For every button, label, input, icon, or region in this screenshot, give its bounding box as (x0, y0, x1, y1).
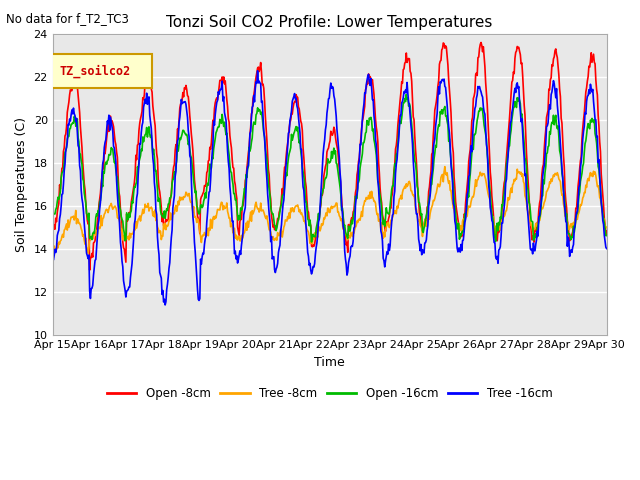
Text: No data for f_T2_TC3: No data for f_T2_TC3 (6, 12, 129, 25)
FancyBboxPatch shape (50, 54, 152, 88)
Text: TZ_soilco2: TZ_soilco2 (60, 64, 131, 78)
Y-axis label: Soil Temperatures (C): Soil Temperatures (C) (15, 117, 28, 252)
X-axis label: Time: Time (314, 356, 345, 369)
Legend: Open -8cm, Tree -8cm, Open -16cm, Tree -16cm: Open -8cm, Tree -8cm, Open -16cm, Tree -… (102, 382, 557, 405)
Title: Tonzi Soil CO2 Profile: Lower Temperatures: Tonzi Soil CO2 Profile: Lower Temperatur… (166, 15, 493, 30)
